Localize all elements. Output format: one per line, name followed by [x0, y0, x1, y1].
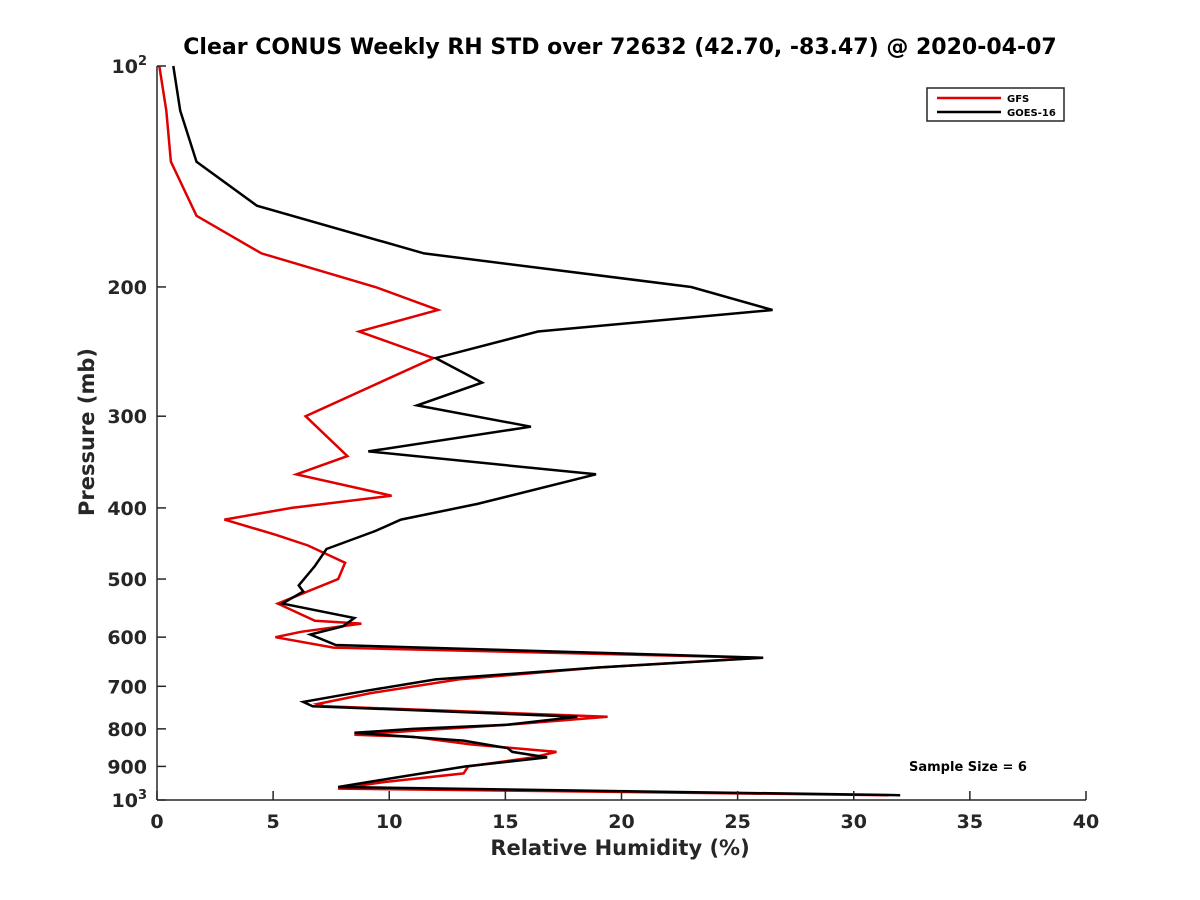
x-tick-label: 15 — [492, 811, 518, 833]
x-axis-label: Relative Humidity (%) — [490, 836, 749, 860]
y-tick-label: 102 — [112, 54, 148, 78]
x-tick-label: 20 — [608, 811, 634, 833]
y-tick-label: 600 — [107, 627, 147, 649]
axes-layer: 0 5 10 15 20 25 30 35 40 102 200 300 400 500 600 700 800… — [107, 54, 1099, 833]
x-tick-label: 30 — [841, 811, 867, 833]
legend: GFS GOES-16 — [926, 87, 1065, 122]
legend-box — [926, 87, 1065, 122]
x-tick-label: 0 — [150, 811, 163, 833]
legend-label: GFS — [1007, 94, 1029, 105]
y-tick-label: 500 — [107, 569, 147, 591]
y-tick-label: 900 — [107, 756, 147, 778]
x-tick-label: 5 — [267, 811, 280, 833]
legend-label: GOES-16 — [1007, 108, 1056, 119]
x-tick-label: 35 — [957, 811, 983, 833]
y-tick-label: 103 — [112, 788, 148, 812]
x-tick-label: 40 — [1073, 811, 1099, 833]
y-tick-label: 800 — [107, 719, 147, 741]
x-tick-label: 10 — [376, 811, 402, 833]
y-tick-label: 700 — [107, 676, 147, 698]
series-line-goes-16 — [172, 65, 901, 797]
y-tick-label: 300 — [107, 406, 147, 428]
sample-size-annotation: Sample Size = 6 — [909, 760, 1027, 775]
chart-title: Clear CONUS Weekly RH STD over 72632 (42… — [183, 35, 1056, 60]
series-line-gfs — [158, 65, 889, 797]
y-tick-label: 400 — [107, 498, 147, 520]
x-tick-label: 25 — [724, 811, 750, 833]
series-layer — [158, 65, 901, 797]
y-axis-label: Pressure (mb) — [75, 348, 99, 516]
y-tick-label: 200 — [107, 277, 147, 299]
